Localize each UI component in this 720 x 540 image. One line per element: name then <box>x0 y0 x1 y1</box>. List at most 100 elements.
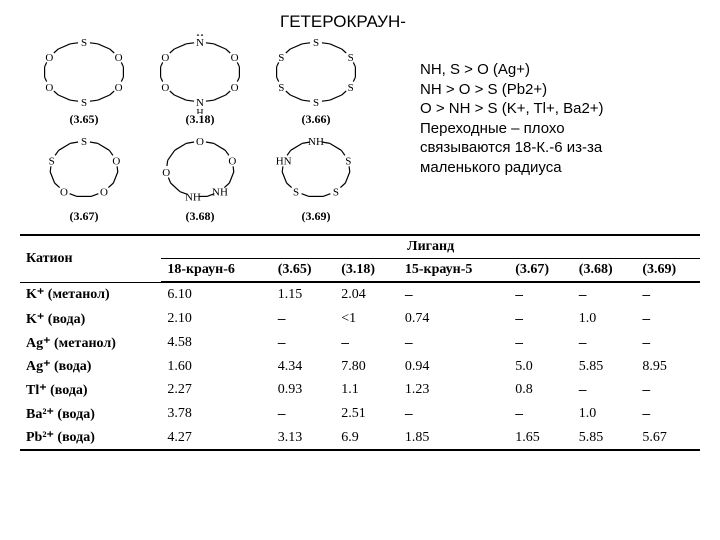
molecule-structure: SSSSSS(3.66) <box>262 34 370 127</box>
value-cell: – <box>509 331 573 355</box>
svg-text:S: S <box>293 187 299 199</box>
value-cell: – <box>509 402 573 426</box>
svg-text:S: S <box>333 187 339 199</box>
table-row: Pb²⁺ (вода)4.273.136.91.851.655.855.67 <box>20 426 700 450</box>
table-row: Ba²⁺ (вода)3.78–2.51––1.0– <box>20 402 700 426</box>
value-cell: – <box>573 378 637 402</box>
svg-text:O: O <box>196 136 204 148</box>
molecule-structure: HNOOHNOO(3.18) <box>146 34 254 127</box>
value-cell: 1.15 <box>272 282 336 307</box>
value-cell: – <box>636 402 700 426</box>
structures-grid: SOOSOO(3.65)HNOOHNOO(3.18)SSSSSS(3.66)SO… <box>30 34 370 224</box>
svg-text:S: S <box>278 82 284 94</box>
svg-text:O: O <box>115 82 123 94</box>
molecule-label: (3.67) <box>70 209 99 224</box>
table-row: Tl⁺ (вода)2.270.931.11.230.8–– <box>20 378 700 402</box>
value-cell: 1.60 <box>161 355 271 378</box>
svg-text:S: S <box>348 52 354 64</box>
value-cell: 5.85 <box>573 426 637 450</box>
svg-text:O: O <box>60 187 68 199</box>
value-cell: 2.04 <box>335 282 399 307</box>
value-cell: – <box>272 331 336 355</box>
svg-text:NH: NH <box>308 136 324 148</box>
value-cell: – <box>636 307 700 331</box>
value-cell: 1.85 <box>399 426 509 450</box>
svg-text:HN: HN <box>276 155 292 167</box>
svg-text:NH: NH <box>185 191 201 203</box>
column-header: (3.68) <box>573 259 637 283</box>
value-cell: – <box>573 331 637 355</box>
value-cell: 4.58 <box>161 331 271 355</box>
value-cell: 1.0 <box>573 402 637 426</box>
svg-text:N: N <box>196 97 204 109</box>
value-cell: 6.10 <box>161 282 271 307</box>
svg-text:O: O <box>228 155 236 167</box>
molecule-structure: SOOSOO(3.65) <box>30 34 138 127</box>
value-cell: 0.93 <box>272 378 336 402</box>
cation-cell: Ag⁺ (вода) <box>20 355 161 378</box>
table-row: Ag⁺ (вода)1.604.347.800.945.05.858.95 <box>20 355 700 378</box>
svg-text:O: O <box>161 52 169 64</box>
molecule-label: (3.65) <box>70 112 99 127</box>
cation-header: Катион <box>20 235 161 282</box>
column-header: (3.67) <box>509 259 573 283</box>
value-cell: 6.9 <box>335 426 399 450</box>
svg-text:NH: NH <box>212 187 228 199</box>
cation-cell: K⁺ (метанол) <box>20 282 161 307</box>
value-cell: – <box>399 331 509 355</box>
svg-text:S: S <box>81 97 87 109</box>
data-table: Катион Лиганд 18-краун-6(3.65)(3.18)15-к… <box>20 234 700 451</box>
value-cell: 1.65 <box>509 426 573 450</box>
value-cell: 0.94 <box>399 355 509 378</box>
ligand-header: Лиганд <box>161 235 700 259</box>
value-cell: – <box>573 282 637 307</box>
value-cell: <1 <box>335 307 399 331</box>
value-cell: 2.27 <box>161 378 271 402</box>
svg-text:O: O <box>45 52 53 64</box>
column-header: (3.65) <box>272 259 336 283</box>
side-text-line: Переходные – плохо <box>420 119 604 139</box>
column-header: 18-краун-6 <box>161 259 271 283</box>
value-cell: – <box>399 402 509 426</box>
molecule-label: (3.69) <box>302 209 331 224</box>
svg-text:S: S <box>278 52 284 64</box>
molecule-label: (3.66) <box>302 112 331 127</box>
column-header: (3.69) <box>636 259 700 283</box>
svg-text:S: S <box>81 136 87 148</box>
cation-cell: Tl⁺ (вода) <box>20 378 161 402</box>
molecule-structure: NHSSSHN(3.69) <box>262 131 370 224</box>
svg-text:O: O <box>162 167 170 179</box>
cation-cell: Ag⁺ (метанол) <box>20 331 161 355</box>
svg-text:O: O <box>231 52 239 64</box>
svg-text:S: S <box>313 37 319 49</box>
cation-cell: Pb²⁺ (вода) <box>20 426 161 450</box>
structure-row: SOOSOO(3.65)HNOOHNOO(3.18)SSSSSS(3.66) <box>30 34 370 127</box>
side-text-line: O > NH > S (K+, Tl+, Ba2+) <box>420 99 604 119</box>
side-text-line: NH > O > S (Pb2+) <box>420 80 604 100</box>
cation-cell: Ba²⁺ (вода) <box>20 402 161 426</box>
svg-text:O: O <box>45 82 53 94</box>
value-cell: 0.8 <box>509 378 573 402</box>
value-cell: 1.1 <box>335 378 399 402</box>
column-header: 15-краун-5 <box>399 259 509 283</box>
value-cell: 5.67 <box>636 426 700 450</box>
table-row: Ag⁺ (метанол)4.58–––––– <box>20 331 700 355</box>
value-cell: 0.74 <box>399 307 509 331</box>
selectivity-text: NH, S > O (Ag+)NH > O > S (Pb2+)O > NH >… <box>420 60 604 177</box>
value-cell: 2.51 <box>335 402 399 426</box>
value-cell: – <box>636 331 700 355</box>
svg-text:S: S <box>313 97 319 109</box>
top-region: SOOSOO(3.65)HNOOHNOO(3.18)SSSSSS(3.66)SO… <box>20 34 700 224</box>
column-header: (3.18) <box>335 259 399 283</box>
value-cell: 5.85 <box>573 355 637 378</box>
svg-text:O: O <box>112 155 120 167</box>
svg-text:O: O <box>231 82 239 94</box>
table-row: K⁺ (метанол)6.101.152.04–––– <box>20 282 700 307</box>
value-cell: 4.34 <box>272 355 336 378</box>
molecule-structure: SOOOS(3.67) <box>30 131 138 224</box>
cation-cell: K⁺ (вода) <box>20 307 161 331</box>
value-cell: 3.78 <box>161 402 271 426</box>
svg-text:S: S <box>81 37 87 49</box>
svg-text:N: N <box>196 37 204 49</box>
value-cell: – <box>272 402 336 426</box>
